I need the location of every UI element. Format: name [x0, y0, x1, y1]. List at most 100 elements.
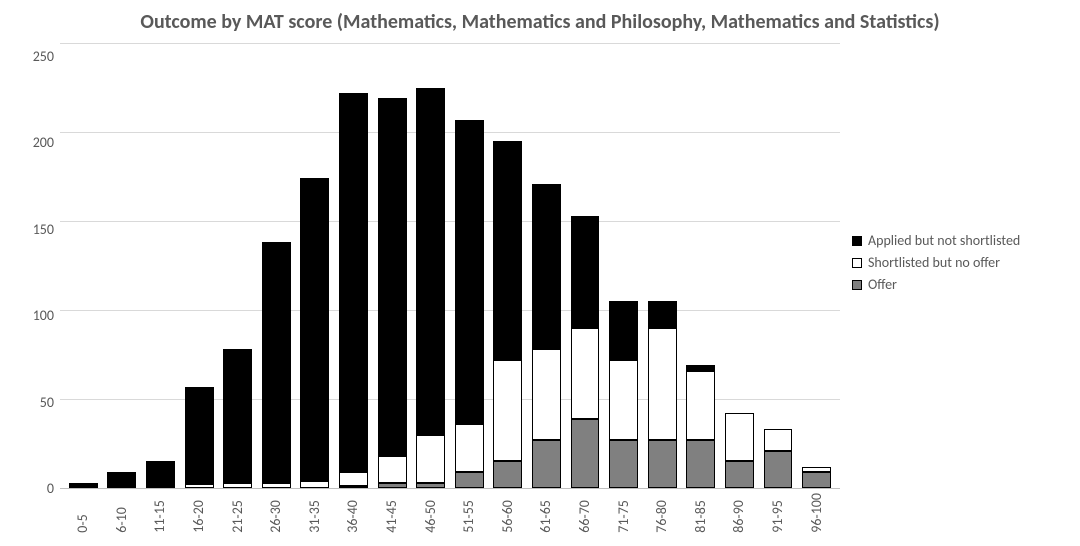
bar-slot	[527, 43, 566, 488]
x-axis: 0-5 6-10 11-1516-2021-25 26-30 31-35 36-40 41-…	[60, 489, 840, 533]
bar-segment	[300, 481, 329, 488]
y-tick: 50	[40, 396, 54, 410]
bar-segment	[532, 349, 561, 440]
x-tick-label: 71-75	[617, 493, 631, 533]
bar-segment	[223, 483, 252, 488]
x-tick-label: 81-85	[694, 493, 708, 533]
bar	[725, 413, 754, 488]
y-tick: 0	[47, 482, 54, 496]
bar-slot	[797, 43, 836, 488]
legend: Applied but not shortlisted Shortlisted b…	[840, 43, 1060, 489]
bar-segment	[493, 360, 522, 461]
x-tick-slot: 31-35	[296, 489, 335, 533]
x-tick-slot: 21-25	[218, 489, 257, 533]
bar-slot	[103, 43, 142, 488]
bar-slot	[759, 43, 798, 488]
bar-segment	[339, 472, 368, 486]
bar-segment	[764, 451, 793, 488]
legend-item: Shortlisted but no offer	[852, 255, 1060, 271]
bar-segment	[493, 461, 522, 488]
y-tick: 150	[33, 223, 54, 237]
bar-slot	[566, 43, 605, 488]
x-tick-label: 31-35	[308, 493, 322, 533]
bar-segment	[725, 461, 754, 488]
bar-segment	[416, 88, 445, 435]
y-tick: 100	[33, 309, 54, 323]
bar-slot	[296, 43, 335, 488]
bar	[185, 387, 214, 488]
x-tick-slot: 11-15	[141, 489, 180, 533]
bar-segment	[571, 216, 600, 328]
legend-swatch	[852, 258, 862, 268]
x-tick-label: 41-45	[385, 493, 399, 533]
x-tick-slot: 56-60	[489, 489, 528, 533]
legend-swatch	[852, 280, 862, 290]
bar	[223, 349, 252, 488]
plot-area	[60, 43, 840, 489]
bar	[648, 301, 677, 488]
x-tick-label: 61-65	[539, 493, 553, 533]
legend-swatch	[852, 236, 862, 246]
legend-label: Offer	[868, 277, 897, 293]
x-tick-slot: 0-5	[64, 489, 103, 533]
bar	[378, 98, 407, 488]
bar-segment	[378, 98, 407, 456]
bar-segment	[686, 371, 715, 440]
legend-item: Offer	[852, 277, 1060, 293]
y-axis: 250200150100500	[20, 43, 60, 489]
y-tick: 250	[33, 50, 54, 64]
x-tick-slot: 66-70	[566, 489, 605, 533]
bar-segment	[185, 387, 214, 485]
x-tick-label: 36-40	[346, 493, 360, 533]
bar	[802, 467, 831, 488]
x-tick-label: 86-90	[732, 493, 746, 533]
bar-segment	[571, 328, 600, 419]
bar-slot	[64, 43, 103, 488]
chart-container: Outcome by MAT score (Mathematics, Mathe…	[0, 0, 1080, 546]
bar-segment	[185, 484, 214, 488]
bar	[262, 242, 291, 488]
bar-segment	[69, 483, 98, 488]
bar-segment	[223, 349, 252, 482]
legend-item: Applied but not shortlisted	[852, 233, 1060, 249]
bar-segment	[764, 429, 793, 450]
bar	[686, 365, 715, 488]
x-tick-label: 56-60	[501, 493, 515, 533]
chart-body: 250200150100500 Applied but not shortlis…	[20, 43, 1060, 489]
bar	[455, 120, 484, 488]
x-tick-slot: 41-45	[373, 489, 412, 533]
bar-segment	[339, 93, 368, 472]
bar-segment	[571, 419, 600, 488]
x-tick-label: 6-10	[115, 493, 129, 533]
x-tick-label: 0-5	[76, 493, 90, 533]
bar-segment	[416, 435, 445, 483]
bar-slot	[411, 43, 450, 488]
bar	[532, 184, 561, 488]
bar	[69, 483, 98, 488]
x-tick-slot: 16-20	[180, 489, 219, 533]
bar-slot	[450, 43, 489, 488]
bar-segment	[493, 141, 522, 360]
bar-slot	[682, 43, 721, 488]
bar-segment	[262, 242, 291, 482]
bar-slot	[257, 43, 296, 488]
x-tick-slot: 76-80	[643, 489, 682, 533]
y-tick: 200	[33, 136, 54, 150]
x-tick-label: 91-95	[771, 493, 785, 533]
bar	[107, 472, 136, 488]
bar-segment	[532, 440, 561, 488]
bar-segment	[648, 328, 677, 440]
bar-slot	[180, 43, 219, 488]
x-tick-slot: 61-65	[527, 489, 566, 533]
bar-segment	[648, 301, 677, 328]
legend-label: Shortlisted but no offer	[868, 255, 1000, 271]
x-tick-slot: 86-90	[720, 489, 759, 533]
x-tick-label: 26-30	[269, 493, 283, 533]
bar-slot	[218, 43, 257, 488]
bar-slot	[643, 43, 682, 488]
x-tick-slot: 71-75	[604, 489, 643, 533]
bar-segment	[532, 184, 561, 350]
bar-segment	[609, 301, 638, 360]
bar	[146, 461, 175, 488]
x-tick-slot: 46-50	[411, 489, 450, 533]
